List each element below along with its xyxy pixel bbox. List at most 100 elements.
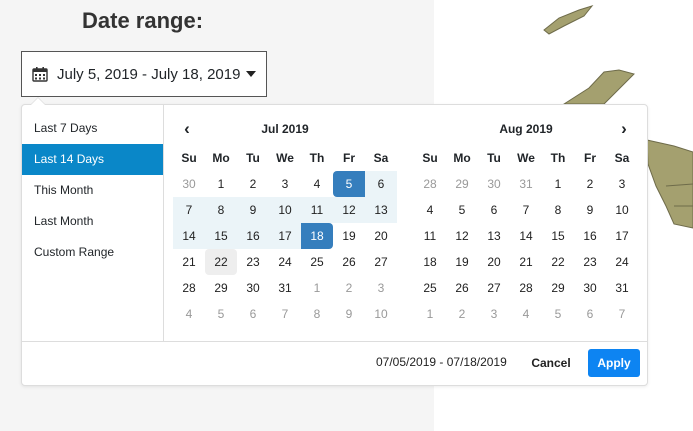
day-cell[interactable]: 17 [615, 229, 629, 243]
day-cell[interactable]: 26 [455, 281, 469, 295]
day-cell[interactable]: 5 [333, 171, 365, 197]
calendar-left: Jul 2019 ‹ Su Mo Tu We Th Fr Sa 30 1 2 3 4 5 6 7 8 9 10 11 12… [173, 113, 397, 327]
day-cell[interactable]: 30 [246, 281, 260, 295]
picker-divider [163, 105, 164, 341]
day-cell[interactable]: 16 [583, 229, 597, 243]
day-cell[interactable]: 20 [487, 255, 501, 269]
day-cell[interactable]: 11 [301, 197, 333, 223]
day-cell[interactable]: 31 [519, 177, 533, 191]
day-cell[interactable]: 16 [237, 223, 269, 249]
day-cell[interactable]: 27 [487, 281, 501, 295]
day-cell[interactable]: 7 [173, 197, 205, 223]
day-cell[interactable]: 7 [618, 307, 626, 321]
day-cell[interactable]: 8 [554, 203, 562, 217]
day-cell[interactable]: 3 [377, 281, 385, 295]
day-cell[interactable]: 15 [205, 223, 237, 249]
day-cell[interactable]: 29 [455, 177, 469, 191]
day-cell[interactable]: 21 [182, 255, 196, 269]
day-cell[interactable]: 25 [310, 255, 324, 269]
day-cell[interactable]: 18 [301, 223, 333, 249]
day-cell[interactable]: 11 [423, 229, 437, 243]
day-cell[interactable]: 7 [281, 307, 289, 321]
day-cell[interactable]: 23 [246, 255, 260, 269]
apply-button[interactable]: Apply [588, 349, 640, 377]
range-item-custom-range[interactable]: Custom Range [34, 245, 115, 259]
day-cell[interactable]: 9 [237, 197, 269, 223]
day-cell[interactable]: 3 [618, 177, 626, 191]
day-cell[interactable]: 7 [522, 203, 530, 217]
preset-ranges: Last 7 Days Last 14 Days This Month Last Mo… [22, 113, 163, 268]
day-cell[interactable]: 4 [522, 307, 530, 321]
day-cell[interactable]: 24 [278, 255, 292, 269]
day-cell[interactable]: 2 [586, 177, 594, 191]
day-cell[interactable]: 2 [345, 281, 353, 295]
day-cell[interactable]: 27 [374, 255, 388, 269]
calendar-icon [32, 67, 48, 82]
day-cell[interactable]: 14 [519, 229, 533, 243]
day-cell[interactable]: 21 [519, 255, 533, 269]
day-cell[interactable]: 12 [455, 229, 469, 243]
day-cell[interactable]: 1 [313, 281, 321, 295]
day-cell[interactable]: 30 [487, 177, 501, 191]
day-cell[interactable]: 30 [583, 281, 597, 295]
day-cell[interactable]: 28 [423, 177, 437, 191]
day-cell[interactable]: 5 [217, 307, 225, 321]
cancel-button[interactable]: Cancel [531, 356, 571, 370]
day-cell[interactable]: 25 [423, 281, 437, 295]
day-cell[interactable]: 2 [249, 177, 257, 191]
day-cell[interactable]: 15 [551, 229, 565, 243]
day-cell[interactable]: 30 [182, 177, 196, 191]
day-cell[interactable]: 14 [173, 223, 205, 249]
day-cell[interactable]: 13 [487, 229, 501, 243]
day-cell[interactable]: 6 [490, 203, 498, 217]
day-cell[interactable]: 19 [455, 255, 469, 269]
day-cell[interactable]: 31 [278, 281, 292, 295]
day-cell[interactable]: 28 [519, 281, 533, 295]
range-item-last-14-days[interactable]: Last 14 Days [22, 144, 163, 175]
day-cell[interactable]: 8 [205, 197, 237, 223]
day-cell[interactable]: 23 [583, 255, 597, 269]
day-cell[interactable]: 18 [423, 255, 437, 269]
weekday-label: We [276, 151, 294, 165]
date-range-input[interactable]: July 5, 2019 - July 18, 2019 [21, 51, 267, 97]
day-cell[interactable]: 4 [313, 177, 321, 191]
day-cell[interactable]: 8 [313, 307, 321, 321]
day-cell[interactable]: 5 [458, 203, 466, 217]
day-cell[interactable]: 1 [217, 177, 225, 191]
day-cell[interactable]: 2 [458, 307, 466, 321]
day-cell[interactable]: 19 [342, 229, 356, 243]
day-cell[interactable]: 13 [365, 197, 397, 223]
day-cell[interactable]: 10 [615, 203, 629, 217]
day-cell[interactable]: 6 [249, 307, 257, 321]
chevron-left-icon[interactable]: ‹ [184, 119, 190, 138]
day-cell[interactable]: 3 [281, 177, 289, 191]
day-cell[interactable]: 1 [426, 307, 434, 321]
day-cell[interactable]: 4 [185, 307, 193, 321]
day-cell[interactable]: 20 [374, 229, 388, 243]
range-item-last-month[interactable]: Last Month [34, 214, 94, 228]
day-cell[interactable]: 28 [182, 281, 196, 295]
day-cell[interactable]: 5 [554, 307, 562, 321]
day-cell[interactable]: 24 [615, 255, 629, 269]
day-cell[interactable]: 10 [269, 197, 301, 223]
day-cell[interactable]: 26 [342, 255, 356, 269]
day-cell[interactable]: 29 [551, 281, 565, 295]
day-cell[interactable]: 17 [269, 223, 301, 249]
day-cell[interactable]: 22 [205, 249, 237, 275]
day-cell[interactable]: 6 [586, 307, 594, 321]
range-item-last-7-days[interactable]: Last 7 Days [34, 121, 98, 135]
day-cell[interactable]: 4 [426, 203, 434, 217]
day-cell[interactable]: 12 [333, 197, 365, 223]
day-cell[interactable]: 31 [615, 281, 629, 295]
day-cell[interactable]: 3 [490, 307, 498, 321]
day-cell[interactable]: 6 [365, 171, 397, 197]
day-cell[interactable]: 1 [554, 177, 562, 191]
day-cell[interactable]: 9 [586, 203, 594, 217]
range-item-this-month[interactable]: This Month [34, 183, 94, 197]
day-cell[interactable]: 22 [551, 255, 565, 269]
day-cell[interactable]: 9 [345, 307, 353, 321]
day-cell[interactable]: 29 [214, 281, 228, 295]
day-cell[interactable]: 10 [374, 307, 388, 321]
chevron-right-icon[interactable]: › [621, 119, 627, 138]
weekday-label: Su [422, 151, 438, 165]
